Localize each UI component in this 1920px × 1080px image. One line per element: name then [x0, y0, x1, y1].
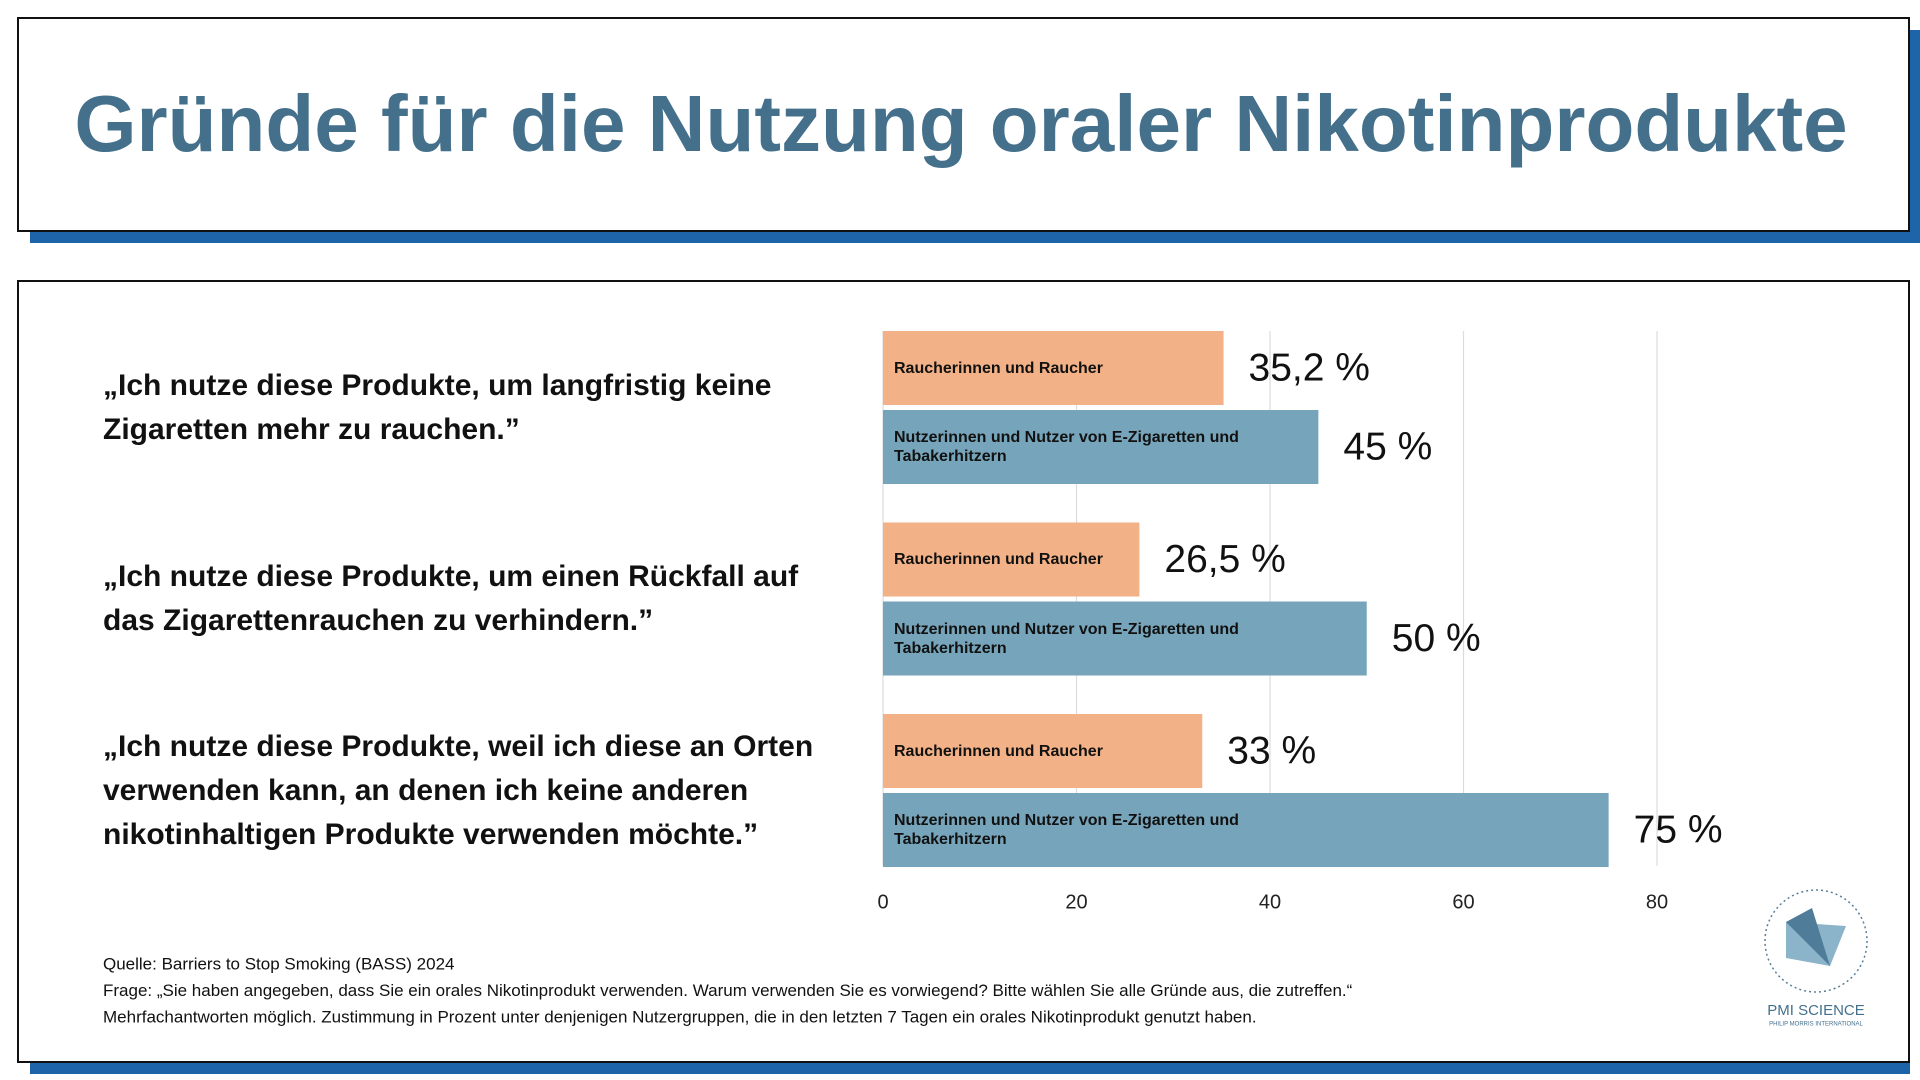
bar-series-label-box: Raucherinnen und Raucher [894, 551, 1103, 568]
bar [883, 714, 1203, 788]
source-note: Mehrfachantworten möglich. Zustimmung in… [103, 1007, 1257, 1026]
value-label: 50 % [1392, 617, 1481, 660]
source-note: Quelle: Barriers to Stop Smoking (BASS) … [103, 954, 455, 973]
value-label: 45 % [1343, 425, 1432, 468]
bar [883, 331, 1224, 405]
bar-series-label: Nutzerinnen und Nutzer von E-Zigaretten … [894, 812, 1239, 848]
source-note: Frage: „Sie haben angegeben, dass Sie ei… [103, 981, 1353, 1000]
chart-title: Gründe für die Nutzung oraler Nikotinpro… [74, 79, 1847, 168]
bar [883, 410, 1319, 484]
value-label: 33 % [1227, 729, 1316, 772]
bar-series-label-box: Nutzerinnen und Nutzer von E-Zigaretten … [894, 429, 1239, 465]
x-tick-label: 20 [1065, 891, 1087, 913]
title-box [17, 17, 1910, 232]
value-label: 35,2 % [1249, 346, 1370, 389]
logo-mark [1786, 908, 1830, 966]
category-label: „Ich nutze diese Produkte, um einen Rück… [103, 560, 799, 637]
logo: PMI SCIENCE PHILIP MORRIS INTERNATIONAL [1764, 889, 1868, 1028]
bar [883, 522, 1140, 597]
category-label: „Ich nutze diese Produkte, um langfristi… [103, 368, 772, 446]
bar-series-label: Raucherinnen und Raucher [894, 359, 1103, 377]
bar-series-label: Nutzerinnen und Nutzer von E-Zigaretten … [894, 429, 1239, 465]
bar [883, 601, 1367, 676]
x-tick-label: 60 [1452, 891, 1474, 913]
logo-title: PMI SCIENCE [1767, 1002, 1865, 1019]
logo-subtitle: PHILIP MORRIS INTERNATIONAL [1769, 1022, 1863, 1028]
category-label-box: „Ich nutze diese Produkte, weil ich dies… [103, 729, 814, 851]
bar-series-label: Raucherinnen und Raucher [894, 742, 1103, 760]
category-label-box: „Ich nutze diese Produkte, um einen Rück… [103, 560, 799, 637]
logo-ring [1764, 889, 1868, 993]
bar-series-label-box: Nutzerinnen und Nutzer von E-Zigaretten … [894, 812, 1239, 848]
x-tick-label: 0 [877, 891, 888, 913]
x-tick-label: 40 [1259, 891, 1281, 913]
value-label: 75 % [1634, 808, 1723, 851]
x-tick-label: 80 [1646, 891, 1668, 913]
value-label: 26,5 % [1164, 538, 1285, 581]
bar-series-label-box: Nutzerinnen und Nutzer von E-Zigaretten … [894, 620, 1239, 657]
category-label-box: „Ich nutze diese Produkte, um langfristi… [103, 368, 772, 446]
bar-series-label-box: Raucherinnen und Raucher [894, 359, 1103, 377]
bar [883, 793, 1609, 867]
bar-series-label: Raucherinnen und Raucher [894, 551, 1103, 568]
bar-series-label: Nutzerinnen und Nutzer von E-Zigaretten … [894, 620, 1239, 657]
category-label: „Ich nutze diese Produkte, weil ich dies… [103, 729, 814, 851]
bar-series-label-box: Raucherinnen und Raucher [894, 742, 1103, 760]
